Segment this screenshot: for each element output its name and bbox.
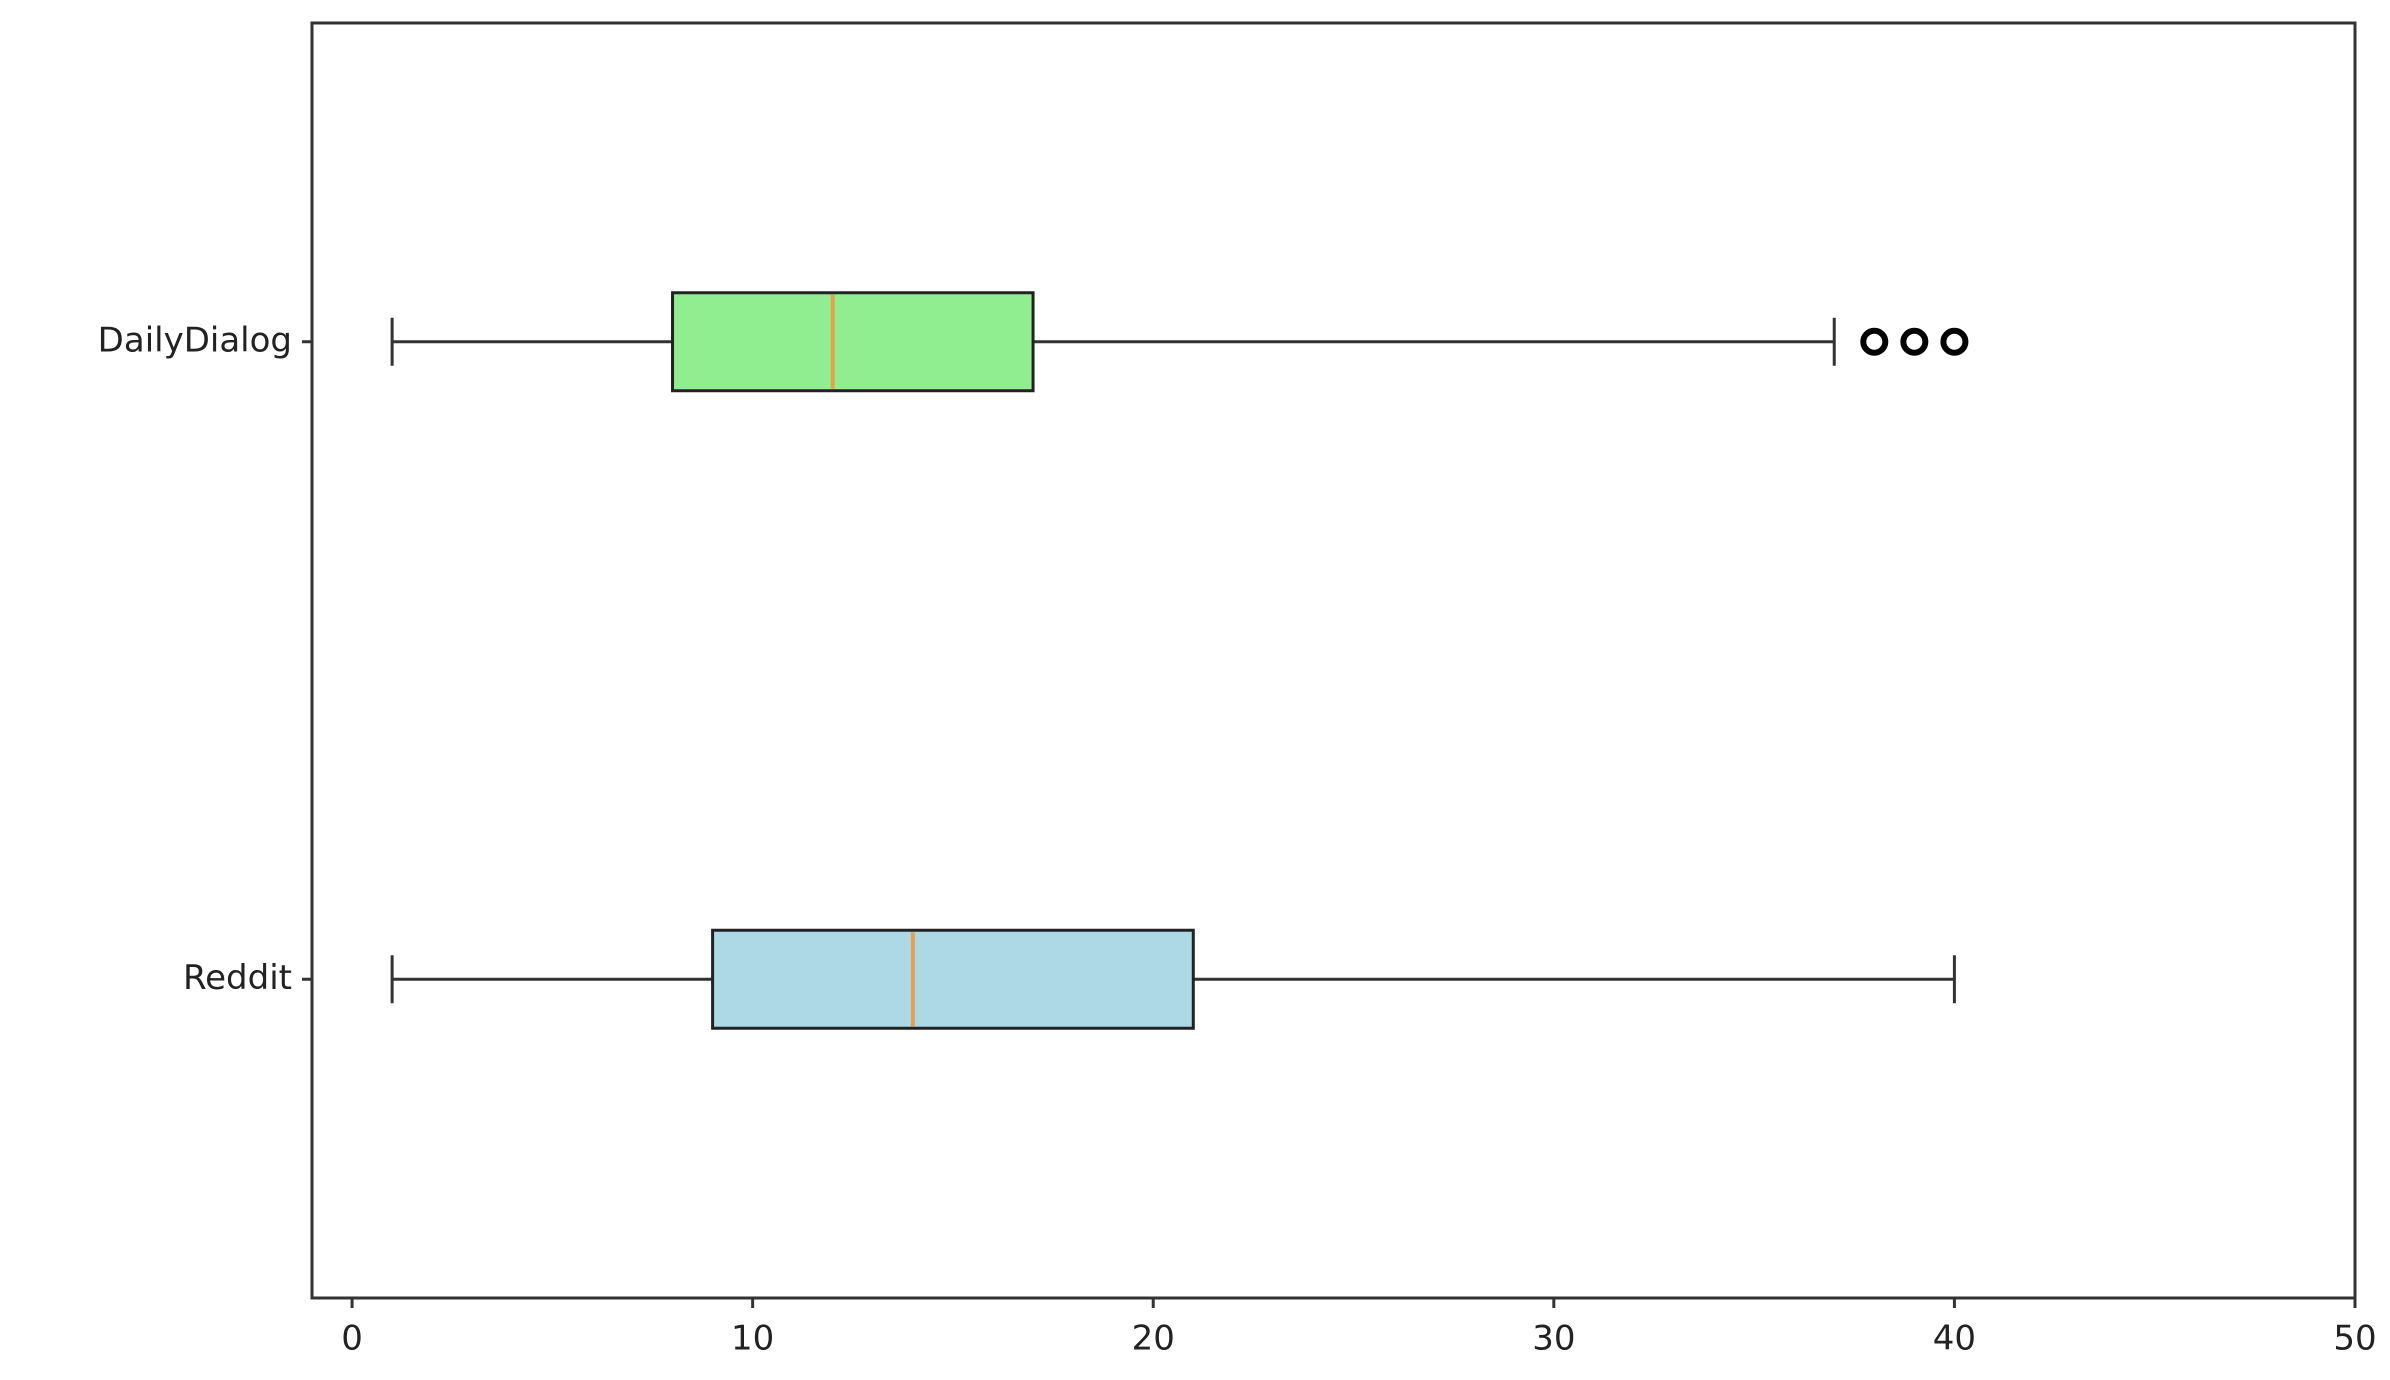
x-tick-label: 40 <box>1933 1319 1976 1359</box>
flier <box>1900 327 1929 356</box>
flier <box>1860 327 1889 356</box>
x-tick-label: 0 <box>341 1319 363 1359</box>
y-tick-label: Reddit <box>183 958 292 998</box>
box <box>671 291 1035 393</box>
x-tick-label: 30 <box>1532 1319 1575 1359</box>
x-tick-label: 10 <box>731 1319 774 1359</box>
y-tick-label: DailyDialog <box>98 320 292 360</box>
flier <box>1940 327 1969 356</box>
plot-frame <box>310 21 2357 1300</box>
box <box>711 928 1195 1030</box>
x-tick-label: 50 <box>2333 1319 2376 1359</box>
x-tick-label: 20 <box>1132 1319 1175 1359</box>
